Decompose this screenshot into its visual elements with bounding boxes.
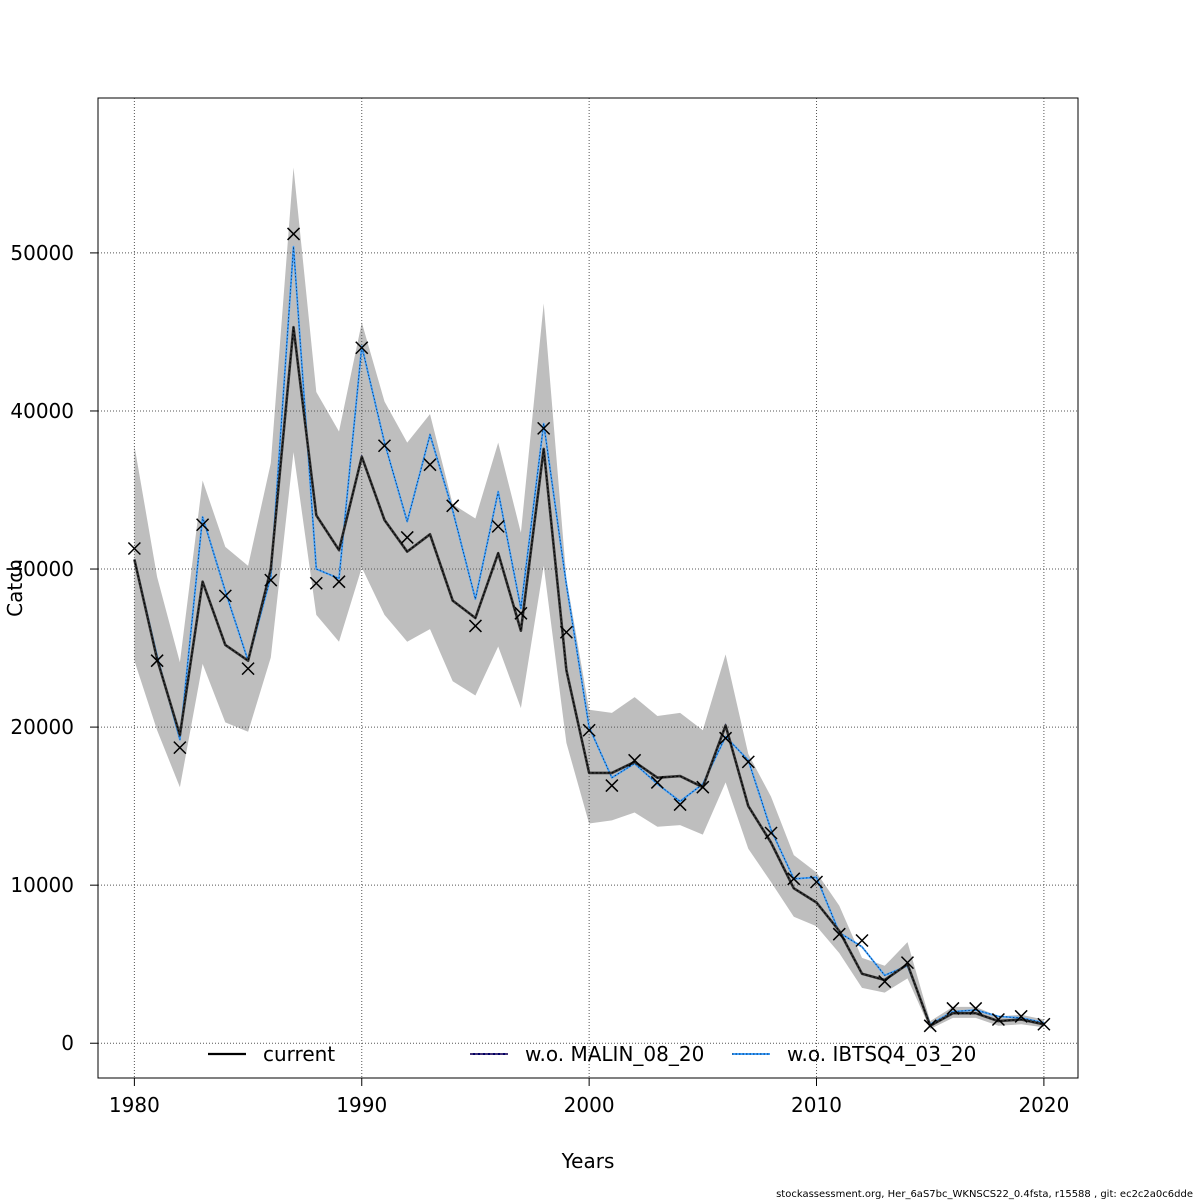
series-line-current-dash: [133, 327, 1045, 1027]
observed-point-2001: [605, 779, 619, 793]
observed-point-2002: [628, 753, 642, 767]
series-layer: [133, 245, 1045, 1028]
x-tick-label-2020: 2020: [1018, 1093, 1069, 1117]
legend-label-ibts: w.o. IBTSQ4_03_20: [787, 1042, 976, 1066]
observed-point-1994: [446, 499, 460, 513]
observed-point-2007: [741, 755, 755, 769]
observed-point-1997: [514, 606, 528, 620]
observed-point-1982: [173, 741, 187, 755]
x-tick-label-2010: 2010: [791, 1093, 842, 1117]
observed-point-2010: [809, 875, 824, 889]
observed-point-2000: [582, 723, 596, 737]
observed-point-2009: [787, 872, 801, 886]
observed-point-2013: [878, 975, 892, 989]
observed-point-2005: [696, 780, 710, 794]
y-tick-label-50000: 50000: [10, 241, 74, 265]
observed-point-2011: [832, 927, 846, 941]
y-tick-label-0: 0: [61, 1031, 74, 1055]
x-tick-label-2000: 2000: [564, 1093, 615, 1117]
observed-point-1984: [218, 589, 232, 603]
legend-label-current: current: [263, 1042, 335, 1066]
y-axis-label: Catch: [3, 559, 27, 617]
observed-point-1989: [332, 575, 346, 589]
observed-point-1990: [355, 341, 369, 355]
y-tick-label-10000: 10000: [10, 873, 74, 897]
series-line-ibtsq4-dots: [134, 246, 1044, 1025]
legend-label-malin: w.o. MALIN_08_20: [525, 1042, 704, 1066]
observed-point-1991: [377, 439, 392, 453]
observed-point-1992: [400, 530, 414, 544]
y-tick-label-20000: 20000: [10, 715, 74, 739]
x-tick-label-1990: 1990: [336, 1093, 387, 1117]
axis-layer: 1980 1990 2000 2010 2020 0 10000 20000 30000 4000…: [10, 241, 1069, 1117]
observed-point-2006: [719, 731, 733, 745]
observed-point-1986: [264, 573, 278, 587]
x-axis-label: Years: [561, 1149, 615, 1173]
observed-point-1999: [559, 625, 573, 639]
observed-point-1983: [196, 518, 210, 532]
observed-point-1996: [491, 519, 505, 533]
observed-point-2004: [673, 798, 687, 812]
y-tick-label-30000: 30000: [10, 557, 74, 581]
confidence-band-layer: [134, 167, 1044, 1029]
observed-point-2016: [946, 1001, 960, 1015]
footer-credit: stockassessment.org, Her_6aS7bc_WKNSCS22…: [776, 1189, 1193, 1200]
observed-point-2015: [923, 1019, 937, 1033]
observed-point-2018: [991, 1012, 1005, 1027]
observed-point-2003: [650, 775, 664, 789]
x-tick-label-1980: 1980: [109, 1093, 160, 1117]
observed-point-1980: [127, 541, 141, 556]
grid-layer: [98, 98, 1078, 1078]
observed-point-1995: [468, 619, 482, 633]
observed-point-1998: [537, 421, 551, 435]
observed-point-1987: [287, 227, 301, 241]
observed-point-1993: [423, 458, 437, 472]
y-tick-label-40000: 40000: [10, 399, 74, 423]
observed-point-2019: [1014, 1009, 1028, 1023]
observed-point-2012: [855, 933, 869, 948]
observed-point-1985: [241, 662, 255, 676]
observed-points-layer: [127, 227, 1051, 1033]
observed-point-1981: [150, 654, 164, 668]
confidence-band: [134, 167, 1044, 1029]
observed-point-2017: [969, 1001, 983, 1015]
observed-point-2020: [1037, 1017, 1051, 1031]
observed-point-2014: [900, 956, 914, 970]
legend: current w.o. MALIN_08_20 w.o. IBTSQ4_03_…: [208, 1042, 976, 1066]
observed-point-2008: [764, 826, 778, 840]
observed-point-1988: [309, 576, 323, 590]
